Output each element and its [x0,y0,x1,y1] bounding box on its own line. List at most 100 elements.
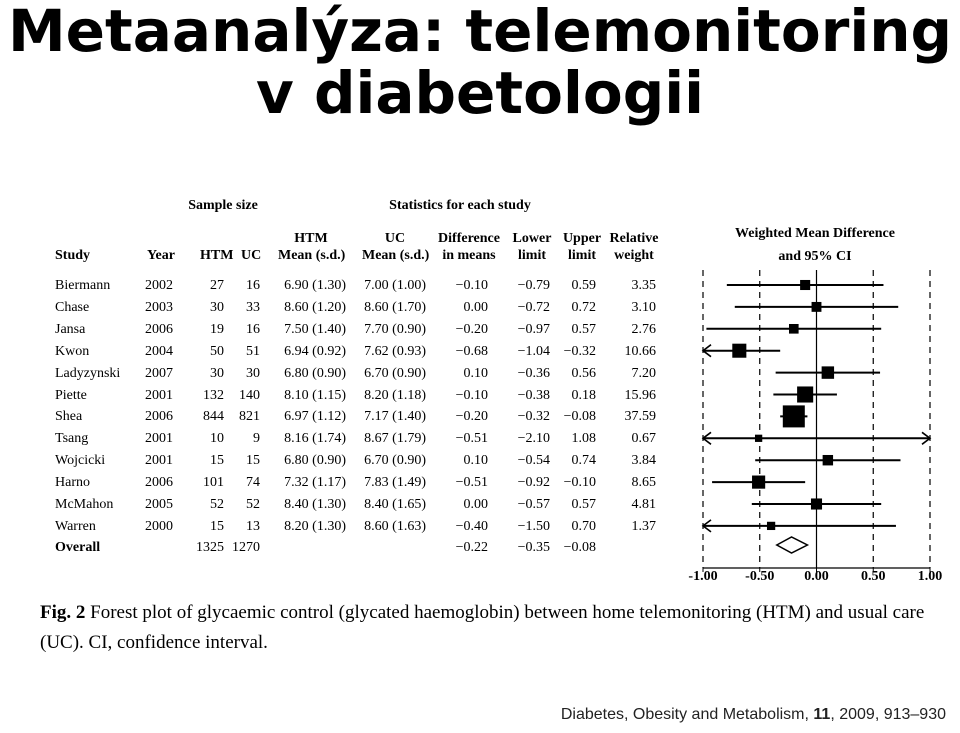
cell-uc-mean: 7.17 (1.40) [364,409,426,425]
cell-upper: 1.08 [571,431,597,447]
col-htm-mean-2: Mean (s.d.) [278,248,346,263]
cell-htm-mean: 6.80 (0.90) [284,453,346,469]
study-marker [800,279,811,291]
cell-year: 2000 [145,518,173,534]
cell-uc-mean: 8.60 (1.63) [364,518,426,534]
cell-uc-mean: 8.40 (1.65) [364,497,426,512]
cell-uc-mean: 6.70 (0.90) [364,453,426,469]
cell-lower: −1.04 [517,343,550,359]
cell-diff: 0.10 [463,365,489,381]
cell-uc: 33 [246,299,260,315]
overall-lower: −0.35 [517,540,550,555]
study-marker [766,521,776,531]
ci-arrow-left [701,344,712,358]
cell-htm-mean: 8.60 (1.20) [284,299,346,315]
cell-lower: −0.38 [517,387,550,403]
col-upper-1: Upper [562,231,602,246]
col-lower-2: limit [518,248,546,263]
cell-htm: 15 [210,518,224,534]
cell-uc: 16 [246,278,260,293]
cell-htm: 52 [210,497,224,512]
col-year: Year [147,248,175,263]
cell-upper: 0.57 [571,497,597,512]
study-marker [811,301,822,312]
cell-uc: 51 [246,343,260,359]
overall-label: Overall [55,540,101,555]
cell-year: 2001 [145,431,173,447]
cell-study: McMahon [55,497,114,512]
cell-uc: 15 [246,453,260,469]
cell-weight: 4.81 [631,497,657,512]
col-uc: UC [241,248,262,263]
cell-year: 2002 [145,278,173,293]
cell-htm: 10 [210,431,224,447]
study-marker [752,475,766,489]
cell-weight: 0.67 [631,431,657,447]
cell-htm-mean: 7.50 (1.40) [284,321,346,337]
cell-lower: −0.79 [517,278,550,293]
cell-weight: 3.84 [631,453,657,469]
study-marker [810,498,823,510]
study-marker [732,343,747,358]
cell-study: Tsang [55,431,89,447]
cell-upper: 0.70 [571,518,597,534]
cell-weight: 37.59 [624,409,657,425]
plot-title-line-1: Weighted Mean Difference [735,226,895,241]
cell-htm: 132 [203,387,224,403]
cell-lower: −0.92 [517,475,550,491]
cell-study: Warren [55,518,96,534]
col-weight-1: Relative [609,231,659,246]
cell-upper: −0.08 [563,409,596,425]
cell-weight: 8.65 [631,475,657,491]
cell-study: Kwon [55,343,90,359]
col-uc-mean-1: UC [384,231,406,246]
cell-uc-mean: 8.67 (1.79) [364,431,426,447]
cell-lower: −0.57 [517,497,550,512]
cell-lower: −0.32 [517,409,550,425]
cell-upper: 0.72 [571,299,597,315]
x-tick-label: 0.00 [804,569,829,584]
cell-study: Chase [55,299,90,315]
cell-uc-mean: 8.60 (1.70) [364,299,426,315]
caption-label: Fig. 2 [40,602,86,623]
cell-uc: 9 [253,431,260,447]
cell-upper: 0.59 [571,278,597,293]
cell-htm-mean: 8.20 (1.30) [284,518,346,534]
cell-diff: 0.10 [463,453,489,469]
cell-lower: −2.10 [517,431,550,447]
cell-weight: 2.76 [631,321,657,337]
overall-htm: 1325 [196,540,224,555]
study-marker [754,434,763,442]
x-tick-label: -1.00 [688,569,717,584]
overall-diff: −0.22 [455,540,488,555]
overall-diamond [775,536,810,554]
col-uc-mean-2: Mean (s.d.) [362,248,430,263]
cell-htm: 15 [210,453,224,469]
slide-title: Metaanalýza: telemonitoring v diabetolog… [0,0,960,124]
x-tick-label: 1.00 [918,569,943,584]
cell-uc: 74 [246,475,260,491]
cell-study: Biermann [55,278,111,293]
cell-uc: 30 [246,365,260,381]
cell-year: 2007 [145,365,173,381]
cell-study: Jansa [55,321,86,337]
citation-journal: Diabetes, Obesity and Metabolism, [560,706,809,723]
cell-htm-mean: 8.10 (1.15) [284,387,346,403]
cell-htm: 19 [210,321,224,337]
cell-weight: 10.66 [624,343,657,359]
cell-upper: 0.18 [571,387,597,403]
cell-uc: 140 [239,387,260,403]
cell-year: 2003 [145,299,173,315]
cell-diff: −0.10 [455,278,488,293]
cell-diff: −0.20 [455,321,488,337]
cell-weight: 3.10 [631,299,657,315]
cell-uc-mean: 7.83 (1.49) [364,475,426,491]
citation: Diabetes, Obesity and Metabolism, 11, 20… [561,706,946,724]
col-weight-2: weight [614,248,654,263]
cell-diff: −0.10 [455,387,488,403]
cell-year: 2005 [145,497,173,512]
cell-study: Ladyzynski [55,365,121,381]
cell-year: 2004 [145,343,173,359]
